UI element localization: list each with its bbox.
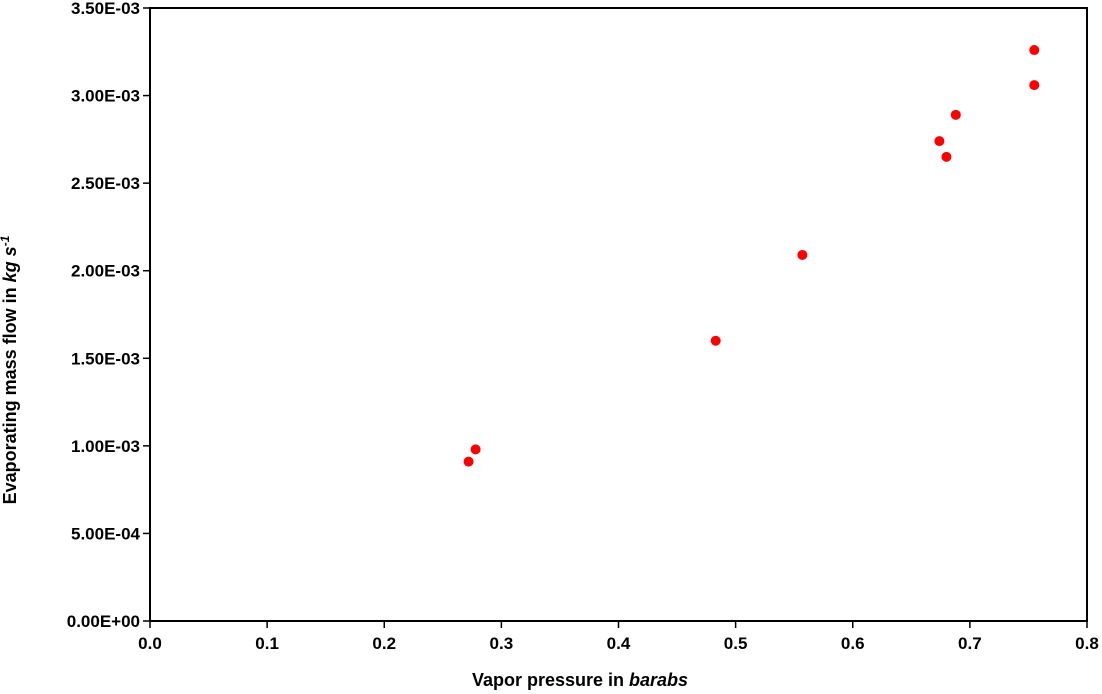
y-tick-label: 5.00E-04 xyxy=(71,524,141,543)
data-points xyxy=(463,45,1040,467)
data-point xyxy=(950,109,961,120)
data-point xyxy=(463,456,474,467)
data-point xyxy=(1029,80,1040,91)
x-tick-label: 0.6 xyxy=(841,634,865,653)
data-point xyxy=(934,136,945,147)
x-tick-label: 0.0 xyxy=(138,634,162,653)
x-tick-label: 0.8 xyxy=(1075,634,1099,653)
y-tick-label: 1.50E-03 xyxy=(71,349,140,368)
x-tick-label: 0.3 xyxy=(490,634,514,653)
y-tick-label: 1.00E-03 xyxy=(71,437,140,456)
data-point xyxy=(797,249,808,260)
x-axis-title-text: Vapor pressure in xyxy=(472,670,629,690)
x-axis-title: Vapor pressure in barabs xyxy=(472,670,688,690)
data-point xyxy=(470,444,481,455)
y-axis-title-unit-exponent: -1 xyxy=(0,235,12,246)
x-tick-label: 0.1 xyxy=(255,634,279,653)
data-point xyxy=(710,335,721,346)
x-tick-label: 0.5 xyxy=(724,634,748,653)
data-point xyxy=(1029,45,1040,56)
y-tick-label: 0.00E+00 xyxy=(67,612,140,631)
plot-area xyxy=(149,7,1088,622)
x-tick-label: 0.7 xyxy=(958,634,982,653)
y-axis-ticks: 0.00E+00 5.00E-04 1.00E-03 1.50E-03 2.00E-03… xyxy=(67,0,150,631)
y-axis-title-unit: kg s xyxy=(0,246,20,282)
y-axis-title: Evaporating mass flow in kg s-1 xyxy=(0,235,20,504)
x-axis-ticks: 0.0 0.1 0.2 0.3 0.4 0.5 0.6 0.7 0.8 xyxy=(138,621,1099,653)
y-tick-label: 2.00E-03 xyxy=(71,262,140,281)
y-tick-label: 2.50E-03 xyxy=(71,174,140,193)
y-tick-label: 3.00E-03 xyxy=(71,87,140,106)
x-axis-title-unit: barabs xyxy=(629,670,688,690)
x-tick-label: 0.4 xyxy=(607,634,631,653)
y-tick-label: 3.50E-03 xyxy=(71,0,140,18)
data-point xyxy=(941,151,952,162)
y-axis-title-text: Evaporating mass flow in xyxy=(0,282,20,504)
x-tick-label: 0.2 xyxy=(372,634,396,653)
